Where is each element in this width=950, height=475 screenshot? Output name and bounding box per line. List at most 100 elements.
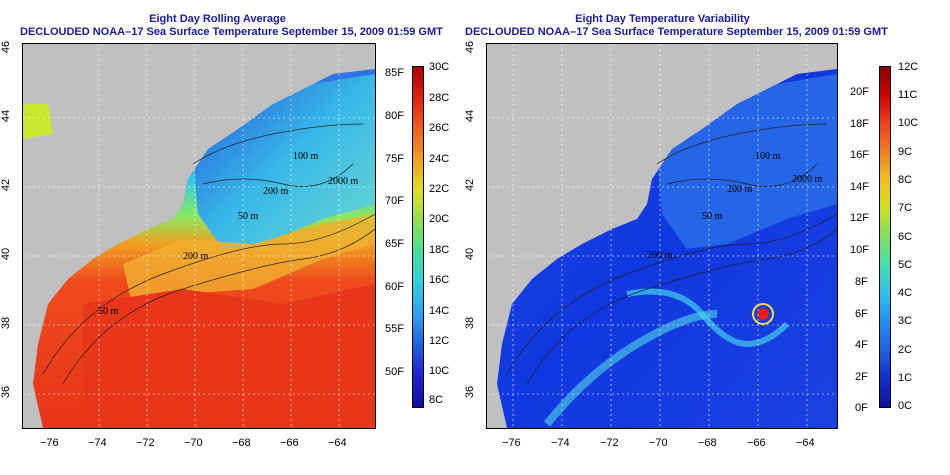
left-lat-tick: 44	[0, 109, 13, 123]
right-isobath-4	[666, 163, 818, 187]
left-colorbar-f-label: 70F	[385, 195, 404, 207]
right-lon-tick: −68	[698, 437, 717, 449]
right-isobath-3	[656, 123, 828, 165]
right-lat-tick: 46	[464, 40, 477, 54]
left-colorbar-f-label: 60F	[385, 281, 404, 293]
right-lat-tick: 40	[464, 247, 477, 261]
left-isobath-4	[202, 163, 354, 187]
left-colorbar-f-label: 75F	[385, 153, 404, 165]
left-lon-tick: −72	[136, 437, 155, 449]
right-colorbar-f-label: 2F	[855, 371, 868, 383]
right-contour-label: 200 m	[647, 250, 673, 261]
left-grid	[23, 44, 375, 428]
left-land	[23, 44, 375, 428]
right-colorbar-f-label: 16F	[850, 149, 869, 161]
left-lat-tick: 36	[0, 385, 13, 399]
left-lon-tick: −76	[40, 437, 59, 449]
left-colorbar-c-label: 12C	[429, 335, 450, 347]
left-colorbar-c-label: 10C	[429, 365, 450, 377]
right-colorbar-c-label: 12C	[898, 61, 919, 73]
left-colorbar-f-label: 85F	[385, 67, 404, 79]
left-colorbar-c-label: 18C	[429, 244, 450, 256]
left-lon-tick: −68	[232, 437, 251, 449]
left-lon-tick: −64	[328, 437, 347, 449]
right-colorbar-c-label: 0C	[898, 400, 913, 412]
right-contour-label: 50 m	[702, 211, 723, 222]
left-lat-tick: 40	[0, 247, 13, 261]
left-colorbar-c-label: 30C	[429, 61, 450, 73]
right-colorbar-c-label: 4C	[898, 287, 913, 299]
right-lat-tick: 36	[464, 385, 477, 399]
right-land	[487, 44, 837, 428]
left-map-image: 100 m 200 m 2000 m 50 m 200 m 50 m	[23, 44, 375, 428]
right-eddy-ring	[752, 303, 774, 325]
right-grid	[487, 44, 837, 428]
left-contour-label: 2000 m	[328, 176, 359, 187]
left-colorbar-c-label: 28C	[429, 92, 450, 104]
right-title-line2: DECLOUDED NOAA–17 Sea Surface Temperatur…	[465, 26, 888, 38]
right-lon-tick: −66	[747, 437, 766, 449]
right-lon-tick: −64	[796, 437, 815, 449]
right-lon-tick: −72	[600, 437, 619, 449]
right-coastal-band	[543, 310, 718, 427]
left-colorbar-f-label: 65F	[385, 238, 404, 250]
right-colorbar-f-label: 10F	[850, 244, 869, 256]
left-colorbar-c-label: 24C	[429, 153, 450, 165]
right-isobath-2	[526, 228, 837, 385]
right-map-image: 100 m 200 m 2000 m 50 m 200 m	[487, 44, 837, 428]
left-colorbar-f-label: 50F	[385, 366, 404, 378]
right-lon-tick: −74	[551, 437, 570, 449]
left-contour-label: 50 m	[238, 211, 259, 222]
right-isobath-1	[506, 213, 837, 375]
right-colorbar-c-label: 2C	[898, 344, 913, 356]
right-colorbar-c-label: 10C	[898, 117, 919, 129]
right-colorbar-c-label: 6C	[898, 231, 913, 243]
right-colorbar-f-label: 18F	[850, 118, 869, 130]
right-colorbar-c-label: 3C	[898, 315, 913, 327]
right-lat-tick: 44	[464, 109, 477, 123]
right-colorbar-f-label: 14F	[850, 181, 869, 193]
right-colorbar-f-label: 8F	[855, 276, 868, 288]
left-colorbar-f-label: 55F	[385, 323, 404, 335]
right-contour-label: 100 m	[755, 151, 781, 162]
right-colorbar-f-label: 20F	[850, 86, 869, 98]
right-contour-label: 200 m	[727, 184, 753, 195]
left-lon-tick: −66	[280, 437, 299, 449]
left-contour-label: 200 m	[263, 186, 289, 197]
right-lat-tick: 38	[464, 316, 477, 330]
left-title-line2: DECLOUDED NOAA–17 Sea Surface Temperatur…	[20, 26, 443, 38]
left-lat-tick: 38	[0, 316, 13, 330]
left-lon-tick: −70	[184, 437, 203, 449]
right-colorbar-f-label: 0F	[855, 402, 868, 414]
left-colorbar-c-label: 22C	[429, 183, 450, 195]
left-colorbar-c-label: 16C	[429, 274, 450, 286]
right-colorbar-f-label: 4F	[855, 339, 868, 351]
right-title-line1: Eight Day Temperature Variability	[575, 13, 750, 25]
right-colorbar-c-label: 1C	[898, 372, 913, 384]
left-slope-water	[123, 214, 375, 309]
left-colorbar-c-label: 8C	[429, 394, 444, 406]
left-colorbar-c-label: 26C	[429, 122, 450, 134]
right-colorbar-c-label: 8C	[898, 174, 913, 186]
left-title-line1: Eight Day Rolling Average	[149, 13, 286, 25]
right-colorbar-c-label: 5C	[898, 259, 913, 271]
right-variability-map: 100 m 200 m 2000 m 50 m 200 m	[486, 43, 838, 429]
right-eddy-hotspot	[757, 308, 769, 320]
left-colorbar-f-label: 80F	[385, 110, 404, 122]
left-colorbar-c-label: 20C	[429, 213, 450, 225]
left-sst-map: 100 m 200 m 2000 m 50 m 200 m 50 m	[22, 43, 376, 429]
left-green-coast	[23, 104, 53, 139]
left-lon-tick: −74	[88, 437, 107, 449]
right-lat-tick: 42	[464, 178, 477, 192]
right-lon-tick: −70	[649, 437, 668, 449]
left-isobath-1	[42, 213, 375, 375]
right-colorbar-c-label: 7C	[898, 202, 913, 214]
right-colorbar-c-label: 9C	[898, 146, 913, 158]
left-contour-label: 50 m	[98, 306, 119, 317]
left-colorbar-c-label: 14C	[429, 305, 450, 317]
right-colorbar-f-label: 6F	[855, 308, 868, 320]
right-filament	[626, 288, 790, 348]
left-isobath-2	[62, 228, 375, 385]
left-contour-label: 100 m	[293, 151, 319, 162]
left-contour-label: 200 m	[183, 251, 209, 262]
